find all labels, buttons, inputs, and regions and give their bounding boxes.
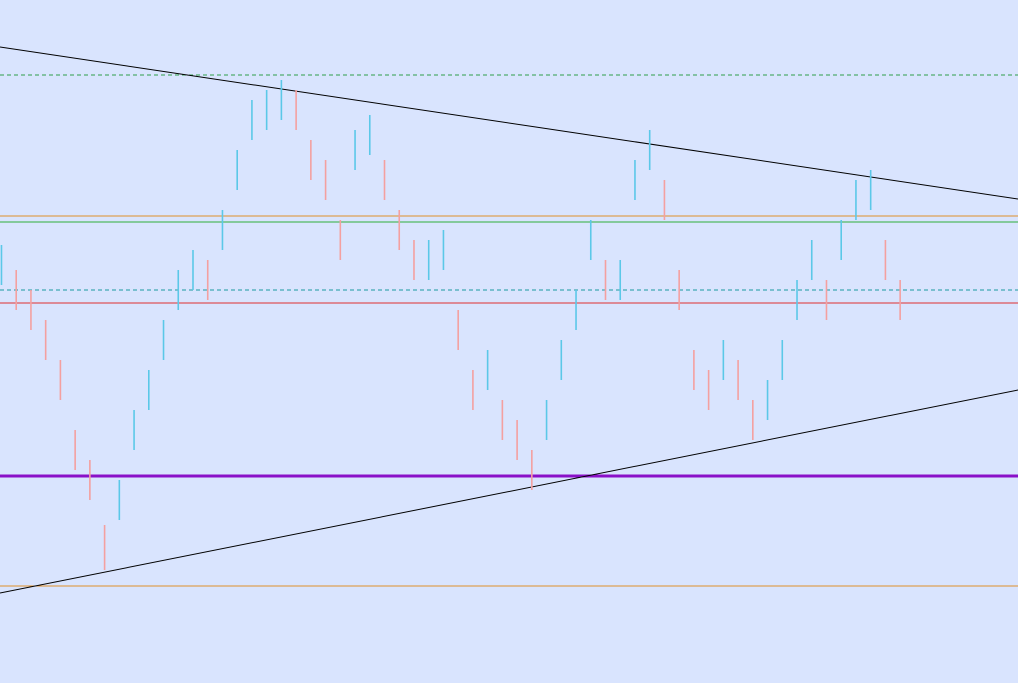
- trend-line: [0, 389, 1018, 594]
- trend-line: [0, 46, 1018, 200]
